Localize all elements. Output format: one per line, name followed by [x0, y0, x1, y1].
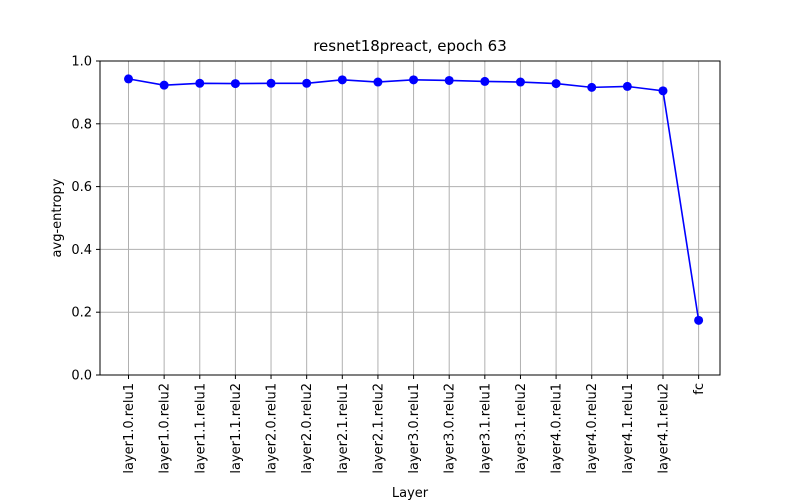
x-tick-label: layer1.0.relu2: [158, 383, 173, 474]
x-axis-title: Layer: [392, 486, 429, 500]
data-point: [444, 75, 454, 85]
data-point: [124, 74, 134, 84]
data-point: [337, 75, 347, 85]
series-layer: [124, 74, 704, 325]
y-tick-label: 1.0: [71, 55, 92, 70]
data-point: [515, 77, 525, 87]
chart-title: resnet18preact, epoch 63: [313, 37, 507, 55]
x-tick-label: layer4.0.relu2: [585, 383, 600, 474]
x-tick-label: layer3.0.relu1: [407, 383, 422, 474]
data-point: [622, 81, 632, 91]
grid-layer: [100, 60, 720, 376]
data-point: [230, 79, 240, 89]
data-point: [373, 77, 383, 87]
x-tick-label: layer4.0.relu1: [550, 383, 565, 474]
x-tick-label: layer2.0.relu1: [265, 383, 280, 474]
y-tick-label: 0.6: [71, 180, 92, 195]
y-tick-label: 0.0: [71, 369, 92, 384]
x-tick-label: layer2.0.relu2: [300, 383, 315, 474]
plot-frame: [99, 60, 721, 376]
data-point: [302, 78, 312, 88]
y-tick-label: 0.2: [71, 306, 92, 321]
x-tick-label: layer2.1.relu2: [371, 383, 386, 474]
data-point: [587, 82, 597, 92]
data-point: [480, 76, 490, 86]
axes-layer: [99, 60, 721, 376]
x-tick-label: layer4.1.relu2: [656, 383, 671, 474]
y-axis-title: avg-entropy: [50, 178, 65, 257]
data-point: [694, 315, 704, 325]
x-tick-label: layer1.0.relu1: [122, 383, 137, 474]
x-tick-label: layer3.0.relu2: [443, 383, 458, 474]
x-tick-label: layer1.1.relu2: [229, 383, 244, 474]
x-tick-label: layer3.1.relu1: [478, 383, 493, 474]
x-tick-label: layer4.1.relu1: [621, 383, 636, 474]
y-tick-label: 0.4: [71, 243, 92, 258]
y-tick-label: 0.8: [71, 117, 92, 132]
ticks-layer: layer1.0.relu1 layer1.0.relu2 layer1.1.rel…: [71, 55, 707, 474]
data-point: [195, 78, 205, 88]
x-tick-label: layer2.1.relu1: [336, 383, 351, 474]
data-point: [658, 86, 668, 96]
data-point: [409, 75, 419, 85]
x-tick-label: layer3.1.relu2: [514, 383, 529, 474]
data-point: [266, 78, 276, 88]
data-point: [159, 80, 169, 90]
x-tick-label: fc: [692, 383, 707, 395]
x-tick-label: layer1.1.relu1: [193, 383, 208, 474]
data-point: [551, 79, 561, 89]
